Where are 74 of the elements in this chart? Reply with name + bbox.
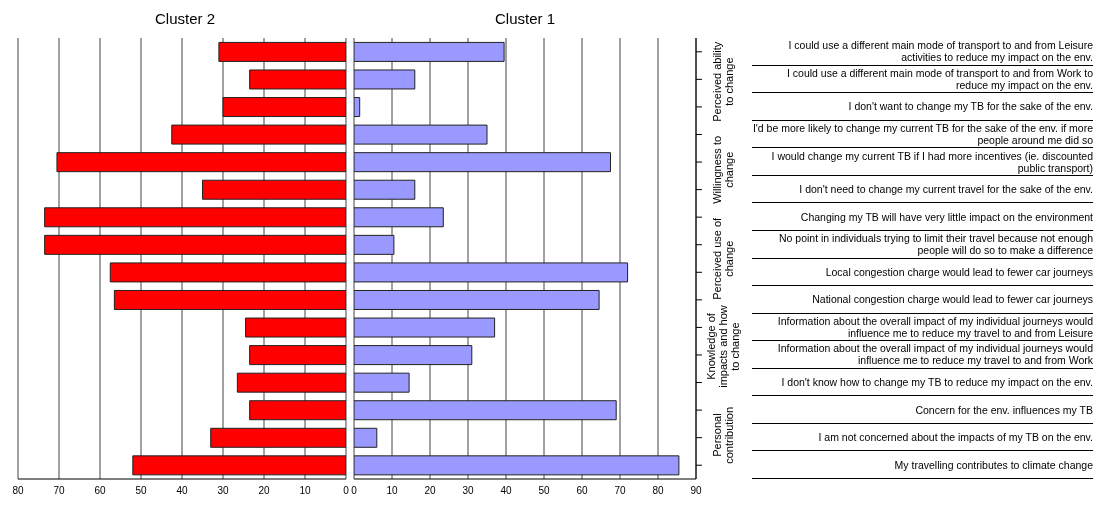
x-tick-label: 40 [500,485,512,497]
x-tick-label: 10 [299,485,311,497]
bar [44,234,346,255]
bar [354,455,680,476]
text: Perceived ability to change [711,41,735,124]
bar [354,124,488,145]
y-tick-label: I don't need to change my current travel for the sake of the env. [752,175,1093,204]
y-tick-label: Information about the overall impact of my individual journeys would influence me to reduce my travel to and from Work [752,341,1093,369]
bar [44,207,346,228]
bar [249,69,346,90]
x-tick-label: 60 [576,485,588,497]
y-tick-label: Information about the overall impact of my individual journeys would influence me to reduce my travel to and from Leisure [752,313,1093,342]
x-tick-label: 60 [94,485,106,497]
text: Perceived use of change [711,216,735,301]
bar [354,317,496,338]
y-tick-label: I would change my current TB if I had more incentives (ie. discounted public transport) [752,148,1093,176]
bar [354,41,505,62]
chart-title: Cluster 1 [494,10,556,27]
bar [354,179,416,200]
bar [354,97,361,118]
y-tick-label: Local congestion charge would lead to fewer car journeys [752,258,1093,287]
bar [249,400,346,421]
bar [354,152,611,173]
x-tick-label: 40 [176,485,188,497]
x-tick-label: 0 [343,485,350,497]
x-tick-label: 90 [690,485,702,497]
bar [113,289,346,310]
text: Knowledge of impacts and how to change [705,304,741,389]
bar [354,372,410,393]
bar [171,124,346,145]
x-tick-label: 0 [351,485,358,497]
x-tick-label: 20 [258,485,270,497]
y-tick-label: I'd be more likely to change my current TB for the sake of the env. if more people around me did so [752,120,1093,149]
text: Personal contribution [711,405,735,466]
x-tick-label: 70 [53,485,65,497]
bar [56,152,346,173]
x-tick-label: 30 [217,485,229,497]
bar [210,427,346,448]
bar [236,372,346,393]
bar [218,41,346,62]
y-tick-label: I could use a different main mode of transport to and from Leisure activities to reduce my impact on the env. [752,38,1093,66]
bar [354,69,416,90]
chart-title: Cluster 2 [154,10,216,27]
bar [222,97,346,118]
text: Willingness to change [711,135,735,207]
y-tick-label: I don't want to change my TB for the sake of the env. [752,93,1093,121]
bar [354,262,629,283]
y-tick-label: Changing my TB will have very little impact on the environment [752,203,1093,231]
x-tick-label: 70 [614,485,626,497]
bar [354,427,378,448]
y-tick-label: My travelling contributes to climate change [752,451,1093,479]
bar [354,400,617,421]
bar [132,455,346,476]
x-tick-label: 30 [462,485,474,497]
x-tick-label: 80 [652,485,664,497]
bar [354,289,600,310]
bar [245,317,346,338]
y-tick-label: I am not concerned about the impacts of my TB on the env. [752,423,1093,452]
y-tick-label: I don't know how to change my TB to reduce my impact on the env. [752,368,1093,397]
y-tick-label: I could use a different main mode of transport to and from Work to reduce my impact on the env. [752,65,1093,94]
y-tick-label: National congestion charge would lead to fewer car journeys [752,286,1093,314]
bar [202,179,346,200]
y-tick-label: No point in individuals trying to limit their travel because not enough people will do so to make a difference [752,230,1093,259]
x-tick-label: 50 [135,485,147,497]
bar [354,234,395,255]
x-tick-label: 50 [538,485,550,497]
x-tick-label: 10 [386,485,398,497]
x-tick-label: 80 [12,485,24,497]
x-tick-label: 20 [424,485,436,497]
bar [109,262,346,283]
bar [249,345,346,366]
bar [354,207,444,228]
bar [354,345,473,366]
y-tick-label: Concern for the env. influences my TB [752,396,1093,424]
